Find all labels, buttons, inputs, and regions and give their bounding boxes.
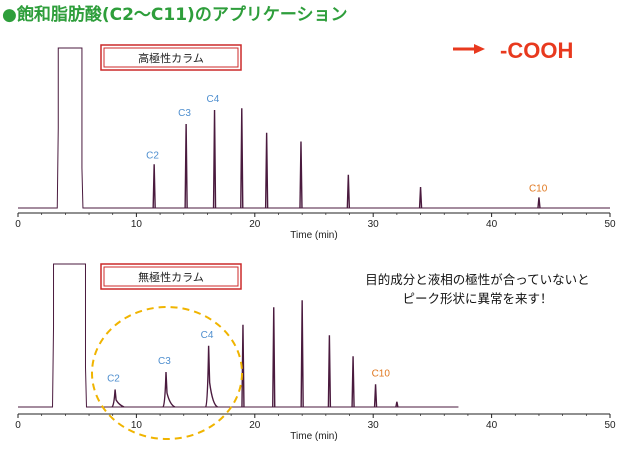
arrow-icon	[453, 44, 485, 54]
peak-label: C4	[201, 330, 214, 341]
title-bullet: ●	[2, 5, 17, 25]
x-tick-label: 10	[131, 420, 143, 431]
x-tick-label: 40	[486, 219, 498, 230]
chromatogram-trace	[18, 47, 610, 209]
x-tick-label: 40	[486, 420, 498, 431]
x-tick-label: 0	[15, 420, 21, 431]
column-label-box-inner	[103, 47, 239, 68]
x-tick-label: 20	[249, 219, 261, 230]
peak	[373, 384, 378, 408]
cooh-label: -COOH	[500, 38, 574, 63]
peak-label: C10	[372, 368, 391, 379]
peak	[537, 197, 541, 209]
peak	[346, 174, 351, 209]
column-label-box-inner	[103, 266, 239, 287]
peak	[111, 389, 125, 408]
peak-label: C10	[529, 184, 548, 195]
annotation-note: 目的成分と液相の極性が合っていないと ピーク形状に異常を来す！	[330, 270, 625, 308]
peak	[162, 371, 176, 408]
slide-title: ●飽和脂肪酸(C2～C11)のアプリケーション	[2, 0, 347, 25]
x-axis-title: Time (min)	[290, 431, 337, 442]
column-label: 高極性カラム	[138, 51, 204, 65]
peak-label: C3	[158, 356, 171, 367]
column-label: 無極性カラム	[138, 270, 204, 284]
peak	[264, 132, 269, 209]
peak	[212, 109, 217, 209]
peak	[184, 123, 188, 209]
title-text: 飽和脂肪酸(C2～C11)のアプリケーション	[16, 5, 348, 25]
note-line-2: ピーク形状に異常を来す！	[402, 291, 553, 306]
column-label-box	[100, 44, 242, 71]
peak	[300, 300, 304, 408]
highlight-ellipse	[91, 306, 243, 440]
peak	[240, 108, 244, 209]
peak	[351, 356, 355, 408]
chromatogram-bottom: 0 10 20 30 40 50 Time (min) C2 C3 C4 C10 無極性カラム	[15, 263, 616, 442]
peak-label: C2	[107, 374, 120, 385]
x-tick-label: 20	[249, 420, 261, 431]
peak-label: C2	[146, 150, 159, 161]
peak	[418, 186, 423, 209]
column-label-box	[100, 263, 242, 290]
peak	[152, 164, 156, 209]
x-axis-title: Time (min)	[290, 230, 337, 241]
peak	[204, 345, 219, 408]
peak-label: C4	[207, 94, 220, 105]
x-tick-label: 10	[131, 219, 143, 230]
peak	[299, 141, 303, 209]
chromatogram-trace	[18, 263, 459, 408]
x-tick-label: 50	[604, 420, 616, 431]
note-line-1: 目的成分と液相の極性が合っていないと	[365, 272, 590, 287]
x-tick-label: 0	[15, 219, 21, 230]
peak	[272, 307, 276, 408]
peak	[395, 401, 399, 408]
peak-label: C3	[178, 108, 191, 119]
chromatogram-top: 0 10 20 30 40 50 Time (min) C2 C3 C4 C10 高極性カラム	[15, 44, 616, 241]
x-tick-label: 30	[368, 420, 380, 431]
x-tick-label: 50	[604, 219, 616, 230]
x-tick-label: 30	[368, 219, 380, 230]
peak	[327, 335, 332, 408]
